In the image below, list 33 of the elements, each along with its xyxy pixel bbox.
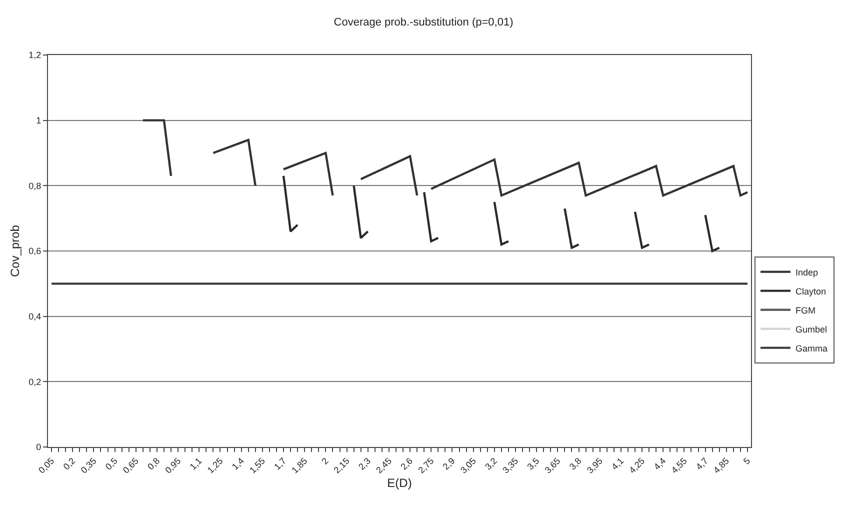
y-tick-label: 1,2: [28, 50, 42, 60]
x-axis-title: E(D): [387, 476, 412, 490]
y-tick-label: 0,6: [28, 246, 42, 256]
x-tick-label: 4,4: [652, 456, 668, 472]
y-tick-label: 1: [36, 115, 42, 126]
x-tick-label: 5: [741, 456, 752, 466]
legend-label: FGM: [796, 305, 816, 316]
x-tick-label: 4,7: [694, 456, 710, 472]
y-tick-label: 0,8: [28, 180, 42, 191]
x-tick-label: 1,7: [272, 456, 288, 472]
legend-label: Gumbel: [796, 324, 828, 334]
x-tick-label: 3,5: [525, 456, 542, 472]
x-tick-label: 3,2: [483, 456, 500, 472]
x-tick-label: 1,4: [230, 456, 246, 472]
y-tick-label: 0,2: [28, 376, 42, 387]
x-tick-label: 3,8: [567, 456, 584, 472]
y-tick-label: 0,4: [28, 311, 42, 322]
x-tick-label: 4,1: [610, 456, 626, 472]
legend-label: Indep: [796, 267, 818, 278]
x-tick-label: 0,5: [103, 456, 120, 472]
x-tick-label: 2,6: [398, 456, 415, 472]
x-tick-label: 4,25: [627, 456, 647, 476]
chart-title: Coverage prob.-substitution (p=0,01): [334, 16, 514, 28]
legend-label: Clayton: [796, 286, 826, 296]
legend-label: Gamma: [796, 343, 828, 354]
x-tick-label: 1,1: [188, 456, 204, 472]
y-axis-title: Cov_prob: [8, 224, 22, 278]
x-tick-label: 2: [320, 456, 330, 466]
x-tick-label: 2,3: [356, 456, 372, 472]
y-tick-label: 0: [36, 442, 42, 452]
x-tick-label: 0,2: [61, 456, 78, 472]
x-tick-label: 2,9: [440, 456, 457, 472]
x-tick-label: 0,8: [146, 456, 162, 472]
